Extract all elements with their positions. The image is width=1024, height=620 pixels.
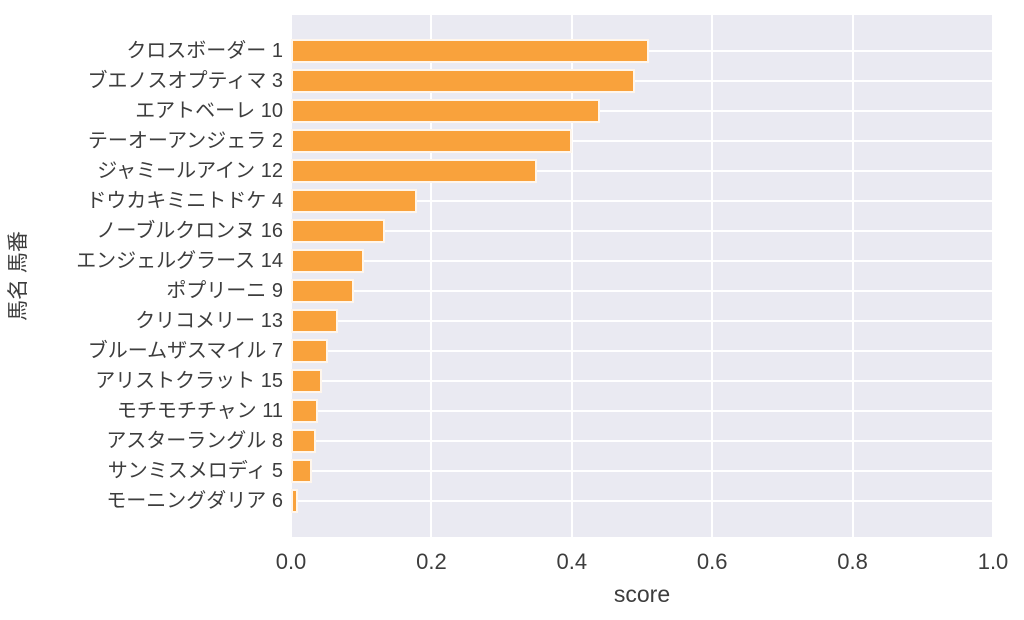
bar	[291, 279, 355, 304]
bar	[291, 158, 537, 183]
gridline-horizontal	[291, 109, 993, 112]
y-tick-label: モチモチチャン 11	[116, 400, 283, 423]
gridline-horizontal	[291, 229, 993, 232]
gridline-horizontal	[291, 320, 993, 323]
gridline-horizontal	[291, 199, 993, 202]
y-tick-label: エンジェルグラース 14	[76, 249, 283, 272]
gridline-horizontal	[291, 79, 993, 82]
bar	[291, 38, 650, 63]
bar	[291, 68, 635, 93]
gridline-horizontal	[291, 410, 993, 413]
gridline-horizontal	[291, 350, 993, 353]
y-tick-label: クロスボーダー 1	[126, 39, 283, 62]
bar	[291, 128, 572, 153]
gridline-vertical	[430, 15, 433, 537]
y-tick-label: モーニングダリア 6	[106, 490, 283, 513]
x-tick-label: 0.8	[837, 549, 868, 574]
gridline-horizontal	[291, 259, 993, 262]
y-tick-label: エアトベーレ 10	[135, 99, 283, 122]
bar	[291, 218, 386, 243]
y-tick-label: アリストクラット 15	[95, 370, 283, 393]
x-tick-label: 0.0	[275, 549, 307, 574]
gridline-vertical	[290, 15, 292, 537]
y-axis-label: 馬名 馬番	[7, 231, 30, 321]
x-axis-label: score	[613, 581, 671, 607]
bar	[291, 339, 329, 364]
y-tick-label: ジャミールアイン 12	[97, 159, 283, 182]
bar	[291, 459, 313, 484]
x-tick-label: 0.6	[696, 549, 728, 574]
bar	[291, 248, 364, 273]
gridline-horizontal	[291, 500, 993, 503]
gridline-vertical	[851, 15, 854, 537]
y-tick-label: クリコメリー 13	[135, 310, 283, 333]
gridline-horizontal	[291, 169, 993, 172]
x-tick-label: 0.4	[556, 549, 588, 574]
x-tick-label: 1.0	[977, 549, 1009, 574]
y-tick-label: ブエノスオプティマ 3	[87, 69, 283, 92]
gridline-horizontal	[291, 290, 993, 293]
bar	[291, 429, 317, 454]
bar	[291, 98, 600, 123]
y-tick-label: ブルームザスマイル 7	[87, 340, 283, 363]
gridline-horizontal	[291, 440, 993, 443]
y-tick-label: テーオーアンジェラ 2	[87, 129, 283, 152]
gridline-horizontal	[291, 380, 993, 383]
bar	[291, 309, 339, 334]
bar	[291, 369, 322, 394]
gridline-vertical	[992, 15, 994, 537]
gridline-vertical	[711, 15, 714, 537]
x-tick-label: 0.2	[416, 549, 447, 574]
plot-area	[290, 15, 994, 537]
y-tick-label: アスターラングル 8	[106, 430, 283, 453]
y-tick-label: ノーブルクロンヌ 16	[96, 219, 283, 242]
gridline-horizontal	[291, 139, 993, 142]
gridline-horizontal	[291, 470, 993, 473]
y-tick-label: サンミスメロディ 5	[107, 460, 283, 483]
gridline-vertical	[570, 15, 573, 537]
bar	[291, 489, 299, 514]
bar	[291, 399, 318, 424]
y-tick-label: ドウカキミニトドケ 4	[86, 189, 283, 212]
bar	[291, 188, 418, 213]
y-tick-label: ポプリーニ 9	[166, 280, 283, 303]
